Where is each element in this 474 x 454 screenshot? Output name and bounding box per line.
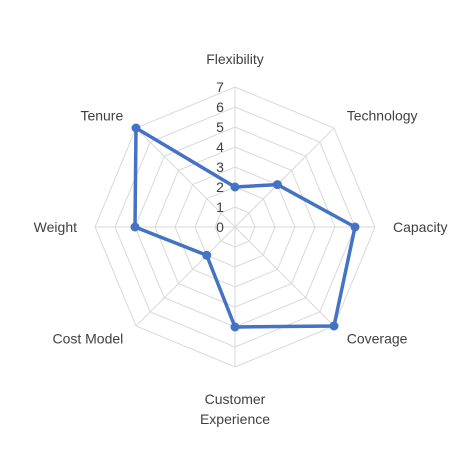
category-label-cost-model: Cost Model: [52, 331, 123, 347]
data-point-flexibility: [230, 182, 240, 192]
category-label-flexibility: Flexibility: [206, 51, 264, 67]
category-label-coverage: Coverage: [347, 331, 408, 347]
category-label-weight: Weight: [34, 219, 77, 235]
data-point-capacity: [350, 222, 360, 232]
data-point-tenure: [131, 123, 141, 133]
category-label-capacity: Capacity: [393, 219, 447, 235]
grid-spoke: [234, 226, 335, 327]
tick-label: 1: [216, 199, 224, 215]
category-labels: Flexibility Technology Capacity Coverage Cus…: [34, 51, 448, 427]
tick-label: 4: [216, 139, 224, 155]
data-point-weight: [130, 222, 140, 232]
data-point-coverage: [329, 321, 339, 331]
tick-label: 6: [216, 99, 224, 115]
grid-spoke: [135, 226, 236, 327]
tick-label: 0: [216, 219, 224, 235]
tick-label: 7: [216, 79, 224, 95]
series-line: [133, 126, 357, 329]
tick-label: 3: [216, 159, 224, 175]
grid-spoke: [234, 127, 335, 228]
tick-label: 5: [216, 119, 224, 135]
category-label-technology: Technology: [347, 107, 418, 123]
grid-spoke: [135, 127, 236, 228]
radar-series: [130, 123, 360, 332]
data-point-customer-experience: [230, 322, 240, 332]
tick-label: 2: [216, 179, 224, 195]
data-point-technology: [272, 180, 282, 190]
category-label-tenure: Tenure: [80, 107, 123, 123]
radial-ticks: 0 1 2 3 4 5 6 7: [216, 79, 224, 235]
data-point-cost-model: [202, 250, 212, 260]
category-label-customer-experience: Customer Experience: [200, 391, 270, 427]
